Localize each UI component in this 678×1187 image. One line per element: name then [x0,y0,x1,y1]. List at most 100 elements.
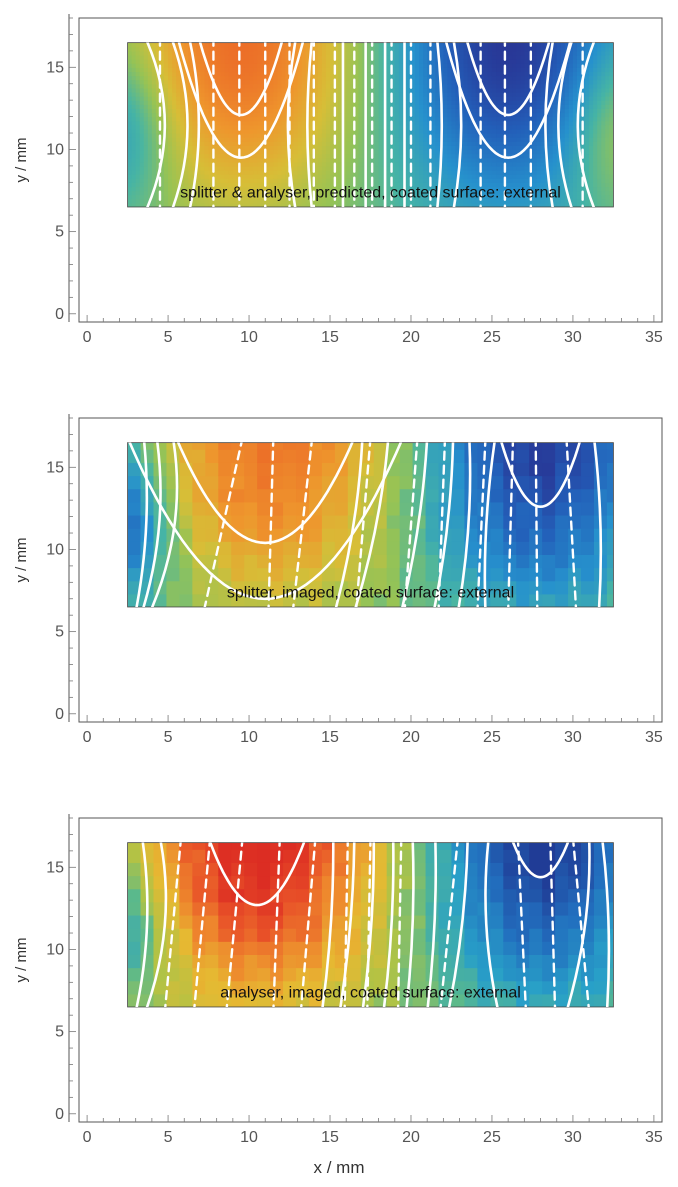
x-tick-label: 10 [240,729,258,746]
y-tick-label: 0 [55,306,64,323]
dashed-contour [203,442,243,607]
x-tick-label: 10 [240,329,258,346]
solid-contour [286,42,297,207]
dashed-contour [272,842,281,1007]
x-tick-label: 20 [402,729,420,746]
dashed-contour [534,442,539,607]
solid-contour [557,42,573,207]
solid-contour [321,842,335,1007]
chart-panel-2: splitter, imaged, coated surface: extern… [13,414,663,746]
dashed-contour [549,842,557,1007]
solid-contour [361,842,376,1007]
dashed-contour [507,442,515,607]
chart-panel-3: analyser, imaged, coated surface: extern… [13,814,663,1146]
dashed-contour [437,442,447,607]
heatmap-field [127,442,614,607]
x-tick-label: 35 [645,729,663,746]
dashed-contour [267,442,275,607]
solid-contour [209,842,306,907]
x-tick-label: 25 [483,729,501,746]
panel-annotation: splitter, imaged, coated surface: extern… [227,584,514,601]
x-tick-label: 10 [240,1129,258,1146]
x-tick-label: 5 [164,329,173,346]
dashed-contour [343,842,349,1007]
dashed-contour [225,842,244,1007]
solid-contour [142,442,162,607]
solid-contour [447,842,469,1007]
solid-contour [150,442,179,607]
dashed-contour [516,842,527,1007]
solid-contour [484,842,499,1007]
dashed-contour [572,842,590,1007]
solid-contour [452,42,463,207]
x-tick-label: 30 [564,729,582,746]
solid-contour [306,42,313,207]
dashed-contour [355,442,372,607]
y-tick-label: 10 [46,541,64,558]
solid-contour [171,42,189,207]
x-tick-label: 5 [164,1129,173,1146]
dashed-contour [164,842,182,1007]
y-tick-label: 5 [55,224,64,241]
solid-contour [334,442,364,607]
solid-contour [601,842,611,1007]
dashed-contour [366,842,372,1007]
x-tick-label: 35 [645,1129,663,1146]
panel-annotation: analyser, imaged, coated surface: extern… [220,984,521,1001]
dashed-contour [292,442,313,607]
dashed-contour [193,842,211,1007]
contour-layer [146,42,596,207]
x-tick-label: 30 [564,1129,582,1146]
solid-contour [176,442,354,545]
y-tick-label: 15 [46,859,64,876]
heatmap-border [127,42,614,208]
dashed-contour [439,842,459,1007]
x-tick-label: 30 [564,329,582,346]
y-tick-label: 10 [46,141,64,158]
y-tick-label: 10 [46,941,64,958]
solid-contour [146,42,167,207]
chart-panel-1: splitter & analyser, predicted, coated s… [13,14,663,346]
dashed-contour [476,442,487,607]
x-tick-label: 25 [483,1129,501,1146]
solid-contour [457,442,472,607]
solid-contour [436,42,444,207]
solid-contour [511,842,570,879]
solid-contour [405,842,415,1007]
y-tick-label: 0 [55,706,64,723]
x-axis-title: x / mm [313,1158,365,1177]
solid-contour [145,842,168,1007]
solid-contour [576,42,596,207]
x-tick-label: 20 [402,1129,420,1146]
solid-contour [135,442,149,607]
solid-contour [433,442,455,607]
solid-contour [500,442,581,509]
solid-contour [566,842,591,1007]
y-tick-label: 15 [46,459,64,476]
solid-contour [445,42,572,160]
panel-annotation: splitter & analyser, predicted, coated s… [180,184,561,201]
y-tick-label: 15 [46,59,64,76]
contour-layer [128,442,603,607]
solid-contour [354,442,390,607]
dashed-contour [565,442,578,607]
x-tick-label: 15 [321,329,339,346]
x-tick-label: 0 [83,329,92,346]
solid-contour [483,442,496,607]
x-tick-label: 20 [402,329,420,346]
x-tick-label: 35 [645,329,663,346]
x-tick-label: 5 [164,729,173,746]
dashed-contour [396,842,403,1007]
y-axis-title: y / mm [13,538,30,583]
y-axis-title: y / mm [13,138,30,183]
solid-contour [382,842,395,1007]
solid-contour [135,842,149,1007]
y-axis-title: y / mm [13,938,30,983]
heatmap-field [127,42,614,207]
y-tick-label: 5 [55,624,64,641]
solid-contour [593,442,603,607]
solid-contour [544,42,554,207]
x-tick-label: 15 [321,729,339,746]
x-tick-label: 0 [83,1129,92,1146]
contour-layer [135,842,611,1007]
